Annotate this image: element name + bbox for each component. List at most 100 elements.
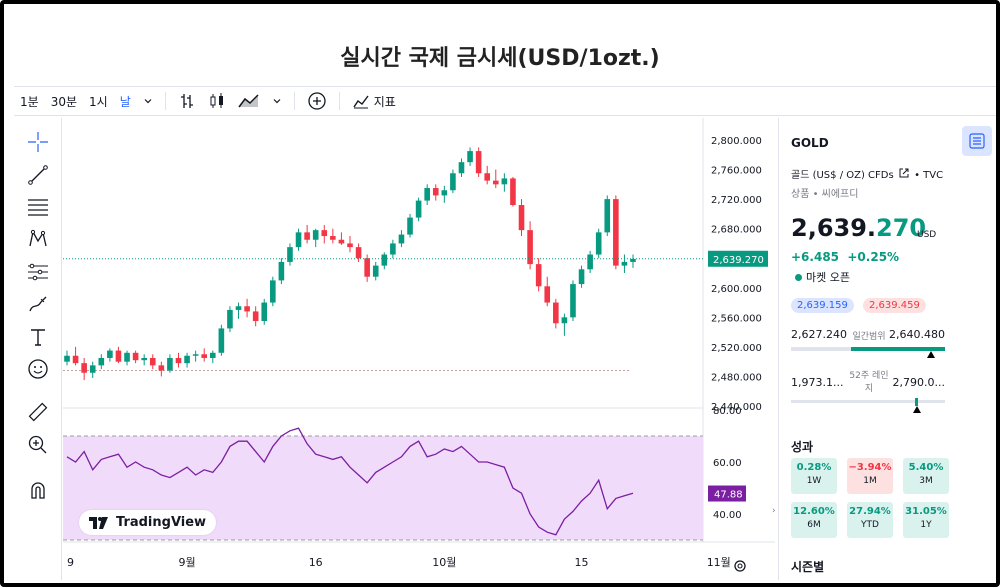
area-chart-icon[interactable] — [232, 87, 266, 115]
price-axis-tick: 2,480.000 — [711, 372, 762, 383]
last-price-label: 2,639.270 — [713, 255, 764, 266]
x-axis-tick: 9 — [67, 556, 74, 569]
settings-gear-icon[interactable] — [734, 560, 746, 572]
toolbar-divider — [293, 92, 295, 110]
candle — [218, 328, 225, 353]
day-range-fill — [851, 347, 945, 351]
change-abs: +6.485 — [791, 250, 840, 264]
watchlist-icon[interactable] — [962, 126, 992, 156]
performance-tile-1w[interactable]: 0.28% 1W — [791, 458, 837, 494]
candle — [175, 357, 182, 364]
x-axis-tick: 16 — [309, 556, 323, 569]
interval-day[interactable]: 날 — [119, 94, 131, 109]
candle — [321, 230, 328, 237]
price-axis-tick: 2,720.000 — [711, 195, 762, 206]
performance-period: 1M — [863, 476, 877, 486]
day-low: 2,627.240 — [791, 328, 847, 341]
market-status-text: 마켓 오픈 — [806, 271, 850, 284]
candle — [484, 173, 491, 181]
symbol-name[interactable]: 골드 (US$ / OZ) CFDs — [791, 170, 894, 181]
candle — [184, 355, 190, 364]
forecast-icon[interactable] — [24, 258, 52, 286]
x-axis-tick: 9월 — [178, 556, 195, 569]
x-axis-tick: 10월 — [432, 556, 456, 569]
rsi-axis-tick: 80.00 — [713, 406, 742, 417]
candle — [295, 232, 302, 248]
collapse-panel-icon[interactable]: › — [772, 506, 776, 516]
price-axis-tick: 2,520.000 — [711, 343, 762, 354]
performance-period: 3M — [919, 476, 933, 486]
trend-line-icon[interactable] — [24, 161, 52, 189]
interval-dropdown-icon[interactable] — [137, 87, 159, 115]
bar-chart-icon[interactable] — [172, 87, 202, 115]
performance-tile-6m[interactable]: 12.60% 6M — [791, 502, 837, 538]
price-main: 2,639. — [791, 214, 877, 242]
candle — [415, 200, 422, 218]
last-price: 2,639.270 — [791, 214, 926, 242]
w52-high: 2,790.0... — [892, 376, 945, 389]
chart-type-dropdown-icon[interactable] — [266, 87, 288, 115]
chart-toolbar: 1분 30분 1시 날 지표 — [14, 86, 996, 116]
candle — [501, 178, 508, 185]
chart-area[interactable]: 2,800.000 2,760.000 2,720.000 2,680.000 2,64… — [63, 118, 1000, 580]
day-range-bar — [791, 347, 945, 358]
w52-range-fill — [915, 398, 918, 406]
text-tool-icon[interactable] — [24, 323, 52, 351]
candle — [587, 254, 593, 270]
gear-ring — [734, 560, 746, 572]
indicators-icon — [353, 95, 369, 109]
bid-price: 2,639.159 — [791, 298, 854, 313]
candle — [304, 232, 310, 240]
performance-tile-3m[interactable]: 5.40% 3M — [903, 458, 949, 494]
candle — [338, 239, 345, 244]
candle — [372, 265, 379, 277]
performance-period: 6M — [807, 520, 821, 530]
crosshair-icon[interactable] — [24, 128, 52, 156]
candle — [192, 354, 199, 356]
compare-plus-icon[interactable] — [301, 87, 333, 115]
performance-value: 5.40% — [908, 462, 944, 473]
ask-price: 2,639.459 — [863, 298, 926, 313]
zoom-in-icon[interactable] — [24, 431, 52, 459]
candle — [544, 286, 551, 303]
price-axis-tick: 2,800.000 — [711, 136, 762, 147]
symbol-ticker: GOLD — [791, 136, 829, 150]
indicators-button[interactable]: 지표 — [346, 87, 402, 115]
ruler-icon[interactable] — [24, 398, 52, 426]
tradingview-logo[interactable]: TradingView — [79, 510, 217, 535]
candle — [621, 261, 628, 266]
interval-1h[interactable]: 1시 — [89, 94, 108, 109]
brush-icon[interactable] — [24, 290, 52, 318]
pattern-icon[interactable] — [24, 225, 52, 253]
toolbar-divider — [164, 92, 166, 110]
candle — [630, 258, 636, 262]
performance-tile-1y[interactable]: 31.05% 1Y — [903, 502, 949, 538]
market-status: 마켓 오픈 — [795, 269, 850, 285]
rsi-axis-tick: 40.00 — [713, 510, 742, 521]
candle — [527, 230, 533, 265]
magnet-icon[interactable] — [24, 476, 52, 504]
candle — [398, 234, 405, 244]
candle — [347, 243, 353, 248]
drawing-toolbar — [14, 118, 62, 580]
candle — [424, 188, 430, 201]
candle — [201, 354, 208, 358]
gear-center — [737, 563, 743, 569]
currency: USD — [917, 230, 937, 240]
interval-1m[interactable]: 1분 — [20, 94, 39, 109]
day-range-label: 일간범위 — [852, 332, 886, 342]
candle — [561, 317, 568, 324]
tradingview-logo-icon — [89, 516, 108, 529]
symbol-info-panel: GOLD 골드 (US$ / OZ) CFDs • TVC 상품 • 씨에프디 … — [778, 118, 956, 580]
w52-range-marker-icon — [913, 406, 921, 413]
page-title: 실시간 국제 금시세(USD/1ozt.) — [340, 46, 660, 71]
fib-retracement-icon[interactable] — [24, 193, 52, 221]
emoji-icon[interactable] — [24, 355, 52, 383]
performance-tile-1m[interactable]: −3.94% 1M — [847, 458, 893, 494]
price-fraction: 270 — [876, 214, 927, 242]
interval-30m[interactable]: 30분 — [50, 94, 77, 109]
candle — [141, 357, 147, 361]
performance-tile-ytd[interactable]: 27.94% YTD — [847, 502, 893, 538]
candle-chart-icon[interactable] — [202, 87, 232, 115]
candle — [270, 280, 276, 303]
